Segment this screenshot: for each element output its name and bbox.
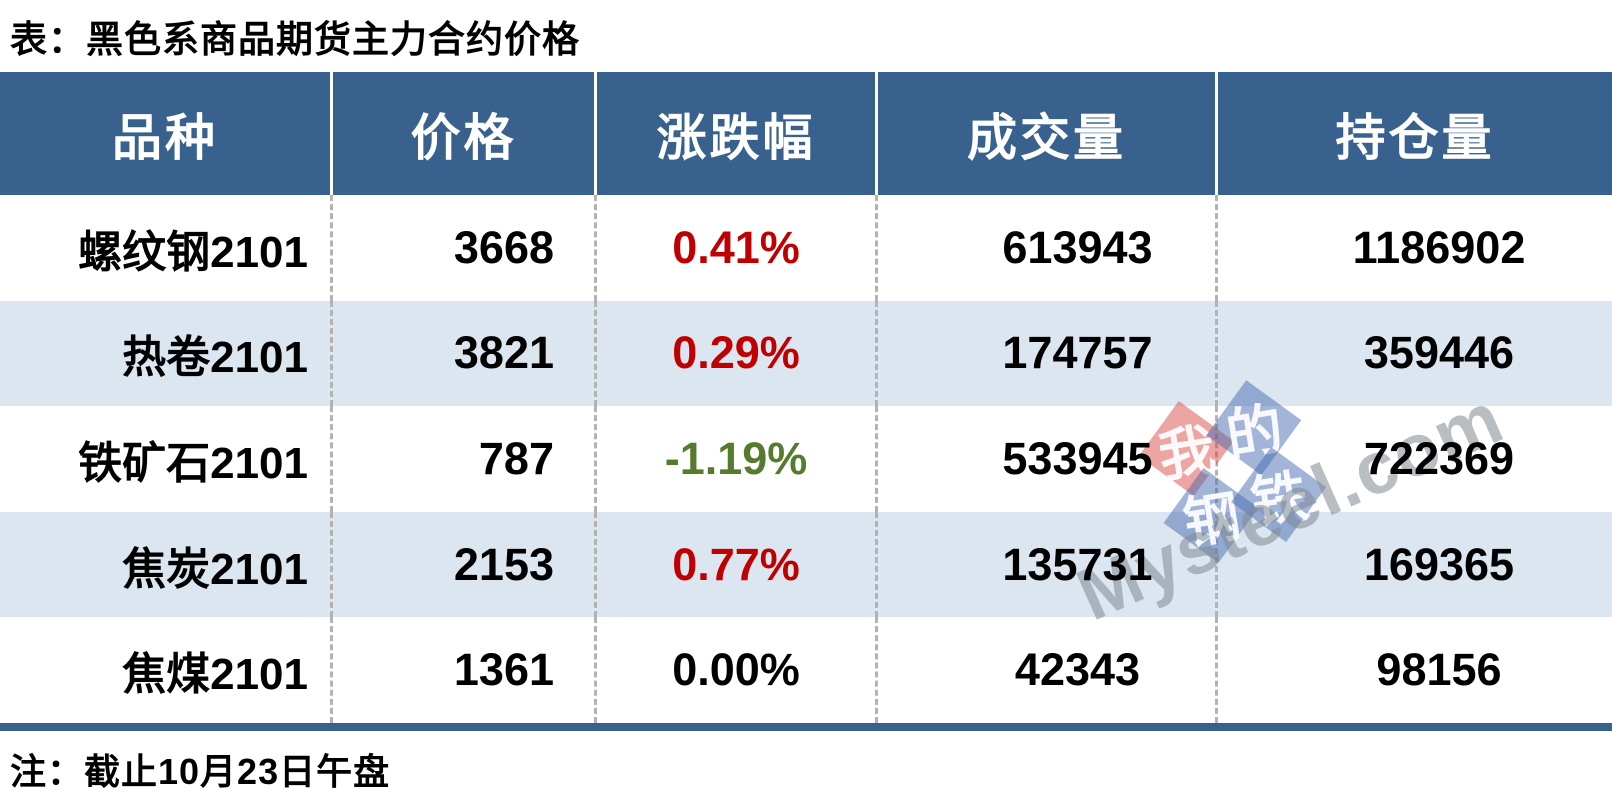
open-interest-cell: 169365 (1363, 538, 1515, 590)
table-row: 焦炭2101 2153 0.77% 135731 169365 (0, 511, 1612, 618)
column-header-open-interest: 持仓量 (1335, 109, 1495, 166)
page-title: 表：黑色系商品期货主力合约价格 (10, 19, 580, 60)
variety-cell: 焦煤2101 (0, 617, 333, 723)
variety-cell: 焦炭2101 (0, 511, 333, 618)
price-cell: 3668 (333, 195, 597, 301)
price-cell: 1361 (333, 617, 597, 723)
open-interest-cell: 1186902 (1352, 221, 1526, 273)
change-cell: 0.77% (597, 511, 878, 618)
column-header-change: 涨跌幅 (597, 72, 878, 195)
change-cell: 0.00% (597, 617, 878, 723)
table-header-row: 品种 价格 涨跌幅 成交量 持仓量 (0, 72, 1612, 195)
column-header-volume: 成交量 (878, 72, 1218, 195)
price-cell: 787 (333, 406, 597, 512)
futures-price-table: 品种 价格 涨跌幅 成交量 持仓量 螺纹钢2101 3668 0.41% 613… (0, 72, 1612, 731)
table-row: 焦煤2101 1361 0.00% 42343 98156 (0, 617, 1612, 723)
table-row: 铁矿石2101 787 -1.19% 533945 722369 (0, 406, 1612, 512)
open-interest-cell: 722369 (1363, 432, 1515, 484)
change-cell: 0.41% (597, 195, 878, 301)
variety-cell: 铁矿石2101 (0, 406, 333, 512)
column-header-price: 价格 (333, 72, 597, 195)
volume-cell: 135731 (878, 511, 1218, 618)
footnote: 注：截止10月23日午盘 (10, 750, 391, 792)
price-cell: 3821 (333, 300, 597, 407)
volume-cell: 533945 (878, 406, 1218, 512)
variety-cell: 螺纹钢2101 (0, 195, 333, 301)
open-interest-cell: 98156 (1376, 644, 1502, 696)
open-interest-cell: 359446 (1363, 327, 1515, 379)
price-cell: 2153 (333, 511, 597, 618)
table-row: 螺纹钢2101 3668 0.41% 613943 1186902 (0, 195, 1612, 301)
change-cell: 0.29% (597, 300, 878, 407)
table-bottom-rule (0, 722, 1612, 731)
change-cell: -1.19% (597, 406, 878, 512)
variety-cell: 热卷2101 (0, 300, 333, 407)
column-header-variety: 品种 (0, 72, 333, 195)
volume-cell: 613943 (878, 195, 1218, 301)
volume-cell: 174757 (878, 300, 1218, 407)
volume-cell: 42343 (878, 617, 1218, 723)
table-row: 热卷2101 3821 0.29% 174757 359446 (0, 300, 1612, 407)
